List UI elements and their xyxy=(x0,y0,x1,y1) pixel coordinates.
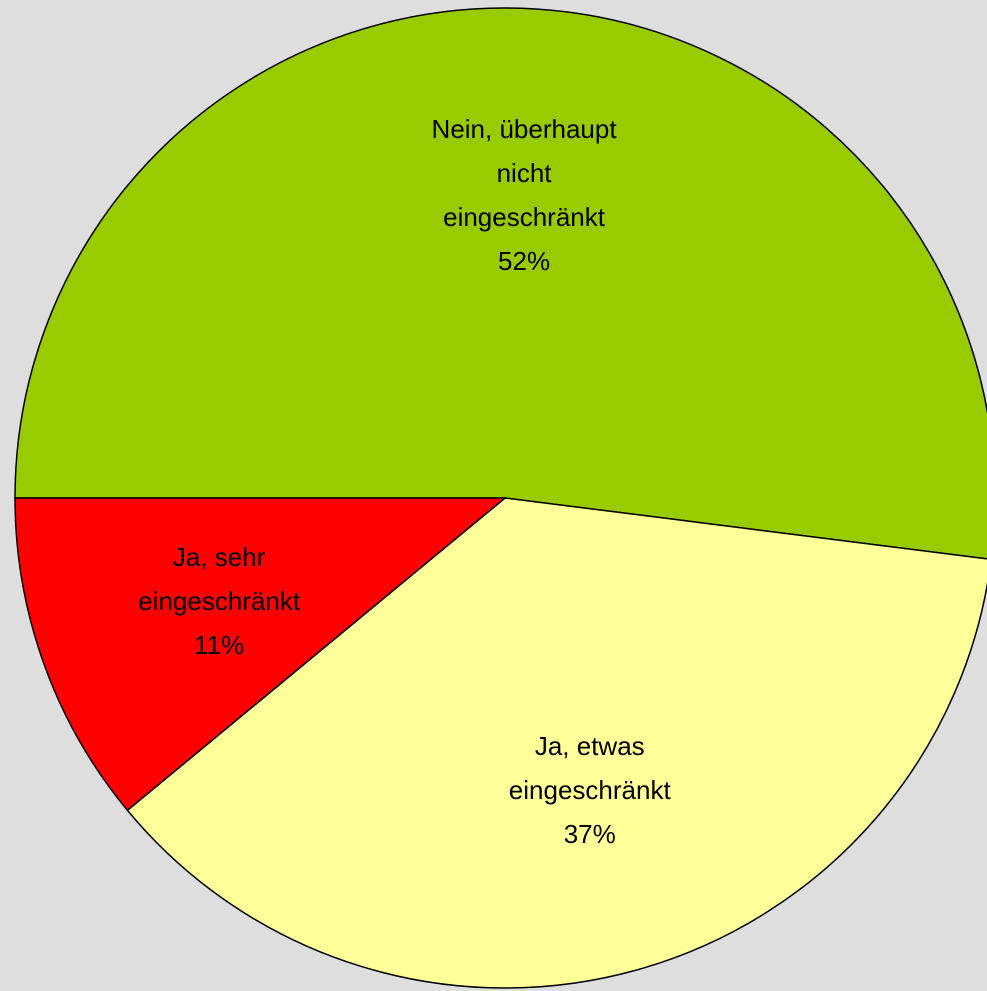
pie-slice xyxy=(14,7,987,560)
slice-category: Ja, etwas eingeschränkt xyxy=(508,730,671,805)
slice-value-label: 11% xyxy=(194,629,245,660)
slice-value-label: 37% xyxy=(563,818,616,849)
slice-label: Nein, überhaupt nicht eingeschränkt 52% xyxy=(432,107,617,283)
slice-label: Ja, sehr eingeschränkt 11% xyxy=(138,535,300,667)
slice-value-label: 52% xyxy=(498,245,551,276)
pie-slice xyxy=(126,497,987,989)
slice-label: Ja, etwas eingeschränkt 37% xyxy=(509,724,671,856)
pie-slice xyxy=(14,497,508,812)
slice-category: Ja, sehr eingeschränkt xyxy=(138,541,301,616)
slice-category: Nein, überhaupt nicht eingeschränkt xyxy=(431,113,617,232)
